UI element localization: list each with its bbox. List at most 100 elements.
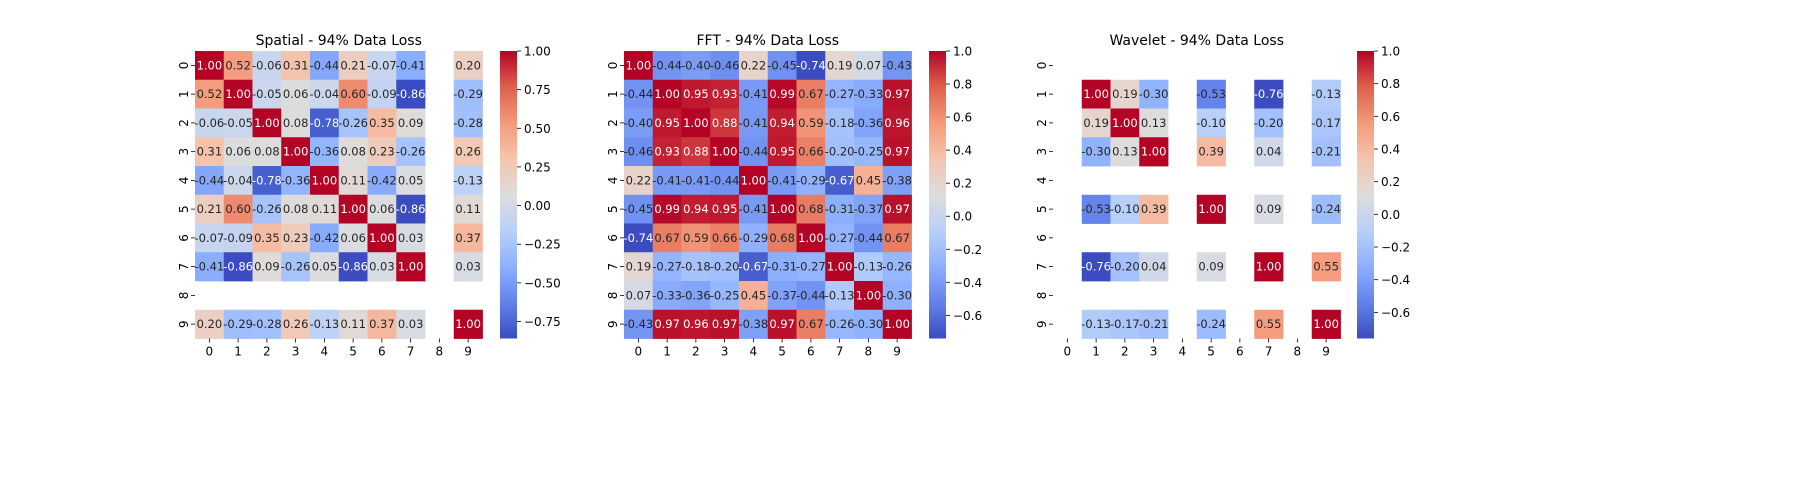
heatmap-cell [710, 309, 740, 339]
heatmap-cell [710, 194, 740, 224]
heatmap-cell [825, 252, 855, 282]
cell-value-label: 1.00 [1112, 116, 1138, 130]
x-tick-label: 8 [436, 345, 444, 359]
heatmap-cell [652, 252, 682, 282]
colorbar [1357, 51, 1374, 339]
heatmap-cell [796, 309, 826, 339]
cell-value-label: -0.44 [309, 58, 339, 72]
colorbar-tick-label: −0.50 [524, 276, 561, 290]
cell-value-label: 0.08 [283, 116, 309, 130]
colorbar-tick-label: −0.6 [1381, 306, 1410, 320]
heatmap-cell [281, 51, 311, 81]
x-tick-label: 9 [893, 345, 901, 359]
cell-value-label: 0.95 [712, 202, 738, 216]
heatmap-cell [195, 194, 225, 224]
heatmap-cell [624, 137, 654, 167]
cell-value-label: -0.30 [882, 288, 912, 302]
cell-value-label: -0.06 [252, 58, 282, 72]
heatmap-cell [854, 137, 884, 167]
heatmap-cell [367, 108, 397, 138]
cell-value-label: -0.24 [1196, 317, 1226, 331]
heatmap-cell [1311, 309, 1341, 339]
heatmap-cell [453, 51, 483, 81]
y-tick-label: 9 [1035, 320, 1049, 328]
cell-value-label: -0.41 [767, 173, 797, 187]
heatmap-cell [1110, 309, 1140, 339]
cell-value-label: 0.08 [254, 145, 280, 159]
heatmap-cell [652, 79, 682, 109]
heatmap-cell [195, 309, 225, 339]
heatmap-cell [767, 223, 797, 253]
cell-value-label: -0.41 [194, 260, 224, 274]
cell-value-label: -0.20 [1110, 260, 1140, 274]
cell-value-label: 0.39 [1198, 145, 1224, 159]
cell-value-label: -0.45 [623, 202, 653, 216]
heatmap-cell [1311, 79, 1341, 109]
heatmap-cell [882, 51, 912, 81]
cell-value-label: -0.04 [223, 173, 253, 187]
heatmap-cell [767, 281, 797, 311]
x-tick-label: 1 [663, 345, 671, 359]
heatmap-cell [624, 252, 654, 282]
heatmap-cell [310, 51, 340, 81]
cell-value-label: -0.67 [738, 260, 768, 274]
heatmap-cell [652, 166, 682, 196]
x-tick-label: 5 [1207, 345, 1215, 359]
heatmap-cell [796, 51, 826, 81]
heatmap-cell [854, 223, 884, 253]
colorbar-tick-label: −0.4 [953, 276, 982, 290]
cell-value-label: 0.52 [197, 87, 223, 101]
cell-value-label: 0.97 [884, 145, 910, 159]
cell-value-label: -0.28 [453, 116, 483, 130]
y-tick-label: 0 [177, 62, 191, 70]
heatmap-cell [710, 137, 740, 167]
cell-value-label: 0.04 [1141, 260, 1167, 274]
heatmap-cell [252, 223, 282, 253]
heatmap-cell [624, 79, 654, 109]
cell-value-label: 0.09 [254, 260, 280, 274]
cell-value-label: -0.21 [1311, 145, 1341, 159]
cell-value-label: -0.13 [453, 173, 483, 187]
heatmap-cell [453, 309, 483, 339]
cell-value-label: 0.19 [1112, 87, 1138, 101]
heatmap-cell [338, 79, 368, 109]
heatmap-cell [825, 309, 855, 339]
cell-value-label: -0.44 [710, 173, 740, 187]
heatmap-cell [1081, 79, 1111, 109]
cell-value-label: 1.00 [626, 58, 652, 72]
cell-value-label: 0.99 [769, 87, 795, 101]
heatmap-cell [652, 223, 682, 253]
cell-value-label: 0.11 [312, 202, 338, 216]
heatmap-cell [310, 79, 340, 109]
heatmap-cell [710, 79, 740, 109]
heatmap-cell [1196, 252, 1226, 282]
cell-value-label: 0.35 [254, 231, 280, 245]
heatmap-cell [854, 166, 884, 196]
cell-value-label: 0.67 [884, 231, 910, 245]
heatmap-cell [453, 252, 483, 282]
heatmap-cell [624, 309, 654, 339]
cell-value-label: -0.33 [853, 87, 883, 101]
heatmap-cell [796, 252, 826, 282]
heatmap-cell [854, 51, 884, 81]
cell-value-label: 0.21 [197, 202, 223, 216]
y-tick-label: 4 [1035, 177, 1049, 185]
cell-value-label: -0.43 [623, 317, 653, 331]
y-tick-label: 1 [177, 90, 191, 98]
heatmap-cell [825, 281, 855, 311]
cell-value-label: 0.26 [283, 317, 309, 331]
colorbar-tick-label: 0.8 [1381, 77, 1400, 91]
heatmap-cell [767, 166, 797, 196]
heatmap-cell [681, 79, 711, 109]
heatmap-cell [338, 137, 368, 167]
heatmap-cell [739, 108, 769, 138]
y-tick-label: 3 [606, 148, 620, 156]
heatmap-cell [681, 281, 711, 311]
heatmap-cell [681, 194, 711, 224]
colorbar-tick-label: −0.2 [953, 243, 982, 257]
cell-value-label: 0.94 [683, 202, 709, 216]
x-tick-label: 3 [1150, 345, 1158, 359]
panel-title: FFT - 94% Data Loss [696, 33, 839, 49]
cell-value-label: 0.04 [1256, 145, 1282, 159]
